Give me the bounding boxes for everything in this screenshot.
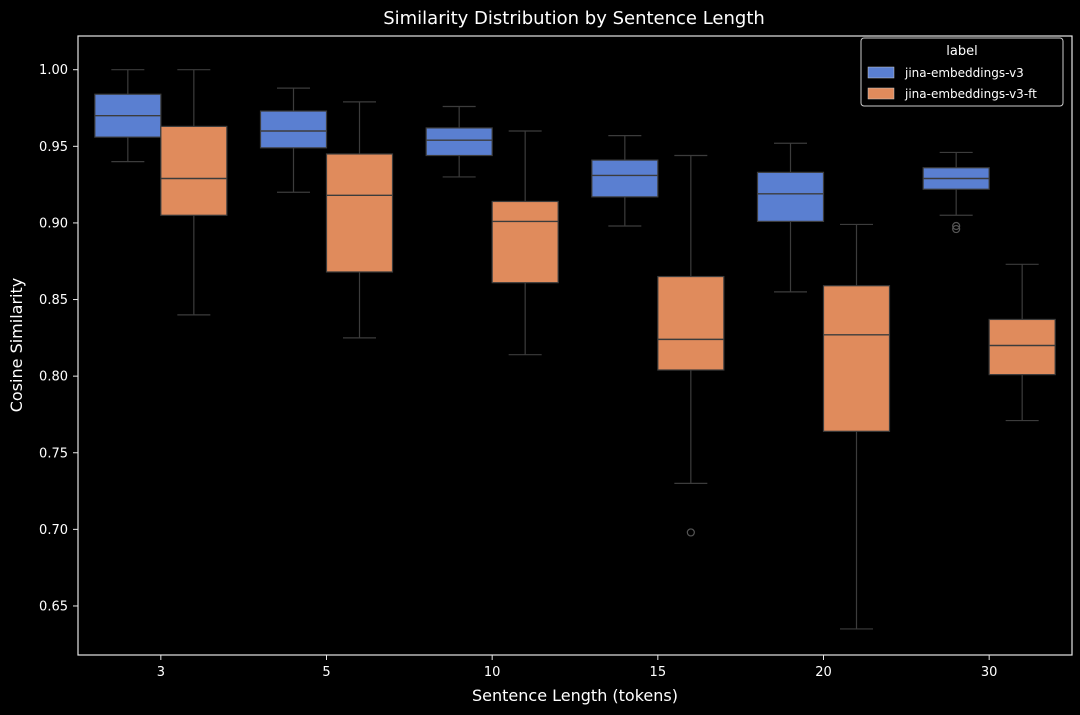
box-v3-ft-15 — [657, 154, 725, 537]
box-v3-ft-20 — [822, 223, 891, 630]
box-v3-ft-3 — [160, 69, 228, 316]
box-iqr — [491, 200, 559, 284]
box-v3-20 — [756, 142, 825, 293]
box-iqr — [425, 127, 493, 157]
box-iqr — [657, 275, 725, 371]
box-v3-5 — [259, 87, 328, 193]
legend-label-v3: jina-embeddings-v3 — [904, 66, 1024, 80]
legend: label jina-embeddings-v3 jina-embeddings… — [860, 37, 1064, 107]
y-axis: 0.65 0.70 0.75 0.80 0.85 0.90 0.95 1.00 — [39, 63, 78, 614]
x-tick-label: 3 — [157, 665, 165, 680]
y-tick-label: 0.90 — [39, 216, 68, 231]
y-tick-label: 0.75 — [39, 446, 68, 461]
axes-frame — [77, 35, 1073, 656]
outlier-point — [686, 528, 695, 537]
box-iqr — [756, 171, 825, 222]
box-v3-10 — [425, 105, 493, 178]
box-v3-ft-30 — [988, 263, 1056, 422]
x-tick-label: 5 — [322, 665, 330, 680]
box-v3-15 — [591, 134, 659, 227]
x-tick-label: 10 — [484, 665, 501, 680]
y-tick-label: 0.70 — [39, 523, 68, 538]
box-iqr — [259, 110, 328, 149]
y-tick-label: 0.65 — [39, 599, 68, 614]
y-axis-label: Cosine Similarity — [7, 278, 26, 412]
outlier-point — [952, 221, 961, 231]
legend-title: label — [946, 44, 977, 59]
box-v3-30 — [922, 151, 990, 234]
box-v3-ft-10 — [491, 130, 559, 356]
y-tick-label: 1.00 — [39, 63, 68, 78]
box-iqr — [160, 125, 228, 216]
x-tick-label: 20 — [815, 665, 832, 680]
y-tick-label: 0.95 — [39, 140, 68, 155]
box-iqr — [591, 159, 659, 198]
legend-swatch-v3 — [867, 66, 895, 79]
outlier-point — [952, 224, 961, 234]
box-iqr — [325, 153, 394, 273]
box-v3-ft-5 — [325, 101, 394, 339]
plot-area — [94, 69, 1056, 630]
box-iqr — [822, 285, 891, 432]
x-tick-label: 15 — [650, 665, 667, 680]
y-tick-label: 0.85 — [39, 293, 68, 308]
legend-swatch-v3-ft — [867, 87, 895, 100]
y-tick-label: 0.80 — [39, 370, 68, 385]
chart-title: Similarity Distribution by Sentence Leng… — [383, 8, 765, 29]
x-axis: 3 5 10 15 20 30 — [157, 655, 998, 680]
box-v3-3 — [94, 69, 162, 163]
legend-frame — [860, 37, 1064, 107]
box-iqr — [988, 318, 1056, 376]
legend-label-v3-ft: jina-embeddings-v3-ft — [904, 87, 1037, 101]
x-tick-label: 30 — [981, 665, 998, 680]
x-axis-label: Sentence Length (tokens) — [472, 686, 678, 705]
